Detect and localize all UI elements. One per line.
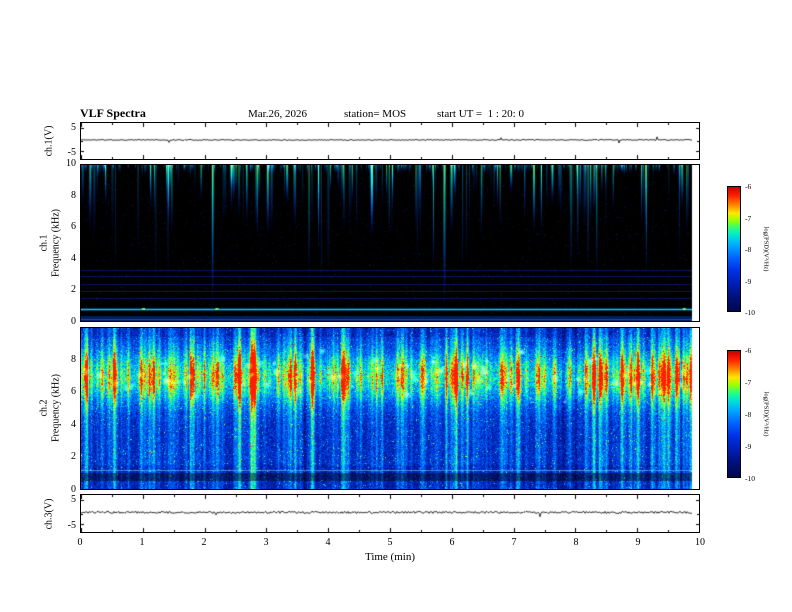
x-tick-label: 1: [139, 537, 145, 548]
x-tick-label: 6: [449, 537, 455, 548]
x-tick-label: 3: [263, 537, 269, 548]
ch3-waveform-plot: [81, 495, 699, 532]
freq-tick-label: 2: [71, 284, 76, 296]
volt-tick-label: 5: [71, 494, 76, 506]
colorbar-tick-label: -10: [745, 308, 755, 317]
ch1-waveform-panel: [80, 122, 700, 160]
ch3-waveform-panel: [80, 494, 700, 533]
station-label: station= MOS: [344, 108, 407, 120]
x-tick-label: 4: [325, 537, 331, 548]
ch2-spectrogram-plot: [81, 328, 699, 489]
colorbar-tick-label: -7: [745, 378, 752, 387]
freq-tick-label: 8: [71, 353, 76, 365]
start-ut-label: start UT = 1 : 20: 0: [437, 108, 524, 120]
x-tick-label: 5: [387, 537, 393, 548]
ch1-spectrogram-plot: [81, 165, 699, 321]
x-tick-label: 2: [201, 537, 207, 548]
volt-tick-label: -5: [67, 519, 76, 531]
x-tick-label: 8: [573, 537, 579, 548]
colorbar-tick-label: -8: [745, 245, 752, 254]
ch1-colorbar: [727, 186, 741, 312]
colorbar-tick-label: -7: [745, 213, 752, 223]
ch2-spec-axis-label: ch.2 Frequency (kHz): [39, 374, 62, 442]
ch2-spectrogram-panel: [80, 327, 700, 490]
volt-tick-label: -5: [67, 147, 76, 159]
colorbar-tick-label: -9: [745, 276, 752, 286]
colorbar-tick-label: -9: [745, 442, 752, 451]
x-axis-title: Time (min): [364, 551, 415, 563]
ch2-frequency-axis-label: Frequency (kHz): [50, 373, 61, 443]
x-tick-label: 7: [511, 537, 517, 548]
figure-date: Mar.26, 2026: [248, 108, 307, 120]
colorbar-tick-label: -6: [745, 346, 752, 355]
freq-tick-label: 6: [71, 221, 76, 233]
freq-tick-label: 4: [71, 252, 76, 264]
ch2-colorbar: [727, 350, 741, 478]
x-tick-label: 9: [635, 537, 641, 548]
freq-tick-label: 8: [71, 189, 76, 201]
ch1-waveform-plot: [81, 123, 699, 159]
x-tick-label: 10: [695, 537, 705, 548]
ch2-spec-axis-label-line1: ch.2: [38, 399, 50, 417]
ch1-frequency-axis-label: Frequency (kHz): [50, 208, 61, 278]
freq-tick-label: 10: [66, 158, 76, 169]
freq-tick-label: 2: [71, 451, 76, 463]
colorbar-tick-label: -10: [745, 474, 755, 483]
ch1-spectrogram-panel: [80, 164, 700, 322]
volt-tick-label: 5: [71, 121, 76, 133]
freq-tick-label: 4: [71, 418, 76, 430]
figure-title: VLF Spectra: [80, 106, 146, 120]
freq-tick-label: 0: [71, 484, 76, 495]
x-tick-label: 0: [77, 537, 83, 548]
freq-tick-label: 0: [71, 316, 76, 327]
ch1-spec-axis-label: ch.1 Frequency (kHz): [39, 209, 62, 277]
ch1-spec-axis-label-line1: ch.1: [38, 234, 50, 252]
colorbar-tick-label: -6: [745, 182, 752, 191]
freq-tick-label: 6: [71, 386, 76, 398]
colorbar-tick-label: -8: [745, 410, 752, 419]
